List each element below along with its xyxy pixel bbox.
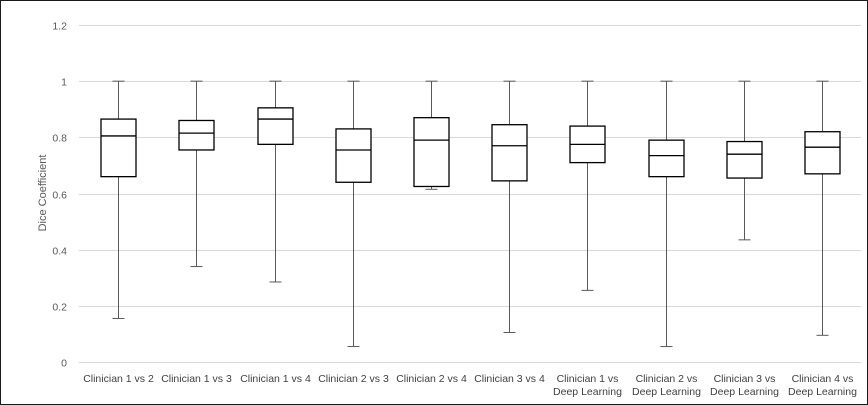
box-6 <box>492 125 527 181</box>
y-tick-label-4: 0.8 <box>52 133 67 145</box>
x-tick-label-6: Clinician 3 vs 4 <box>474 373 545 385</box>
box-5 <box>414 118 449 187</box>
y-tick-label-0: 0 <box>61 358 67 370</box>
y-tick-label-6: 1.2 <box>52 21 67 33</box>
x-tick-label-2: Clinician 1 vs 3 <box>161 373 232 385</box>
box-1 <box>101 119 136 177</box>
box-9 <box>727 142 762 179</box>
box-2 <box>179 120 214 149</box>
x-tick-label-1: Clinician 1 vs 2 <box>83 373 154 385</box>
y-tick-label-5: 1 <box>61 77 67 89</box>
box-3 <box>258 108 293 145</box>
x-tick-label-5: Clinician 2 vs 4 <box>396 373 467 385</box>
x-tick-label-9: Clinician 3 vs Deep Learning <box>710 373 779 398</box>
x-tick-label-7: Clinician 1 vs Deep Learning <box>553 373 622 398</box>
y-axis-title: Dice Coefficient <box>37 155 49 232</box>
box-4 <box>336 129 371 182</box>
box-8 <box>649 140 684 177</box>
x-tick-label-8: Clinician 2 vs Deep Learning <box>632 373 701 398</box>
box-10 <box>805 132 840 174</box>
x-tick-label-10: Clinician 4 vs Deep Learning <box>788 373 857 398</box>
y-tick-label-1: 0.2 <box>52 302 67 314</box>
y-tick-label-2: 0.4 <box>52 246 67 258</box>
x-tick-label-4: Clinician 2 vs 3 <box>318 373 389 385</box>
x-tick-label-3: Clinician 1 vs 4 <box>240 373 311 385</box>
y-tick-label-3: 0.6 <box>52 190 67 202</box>
